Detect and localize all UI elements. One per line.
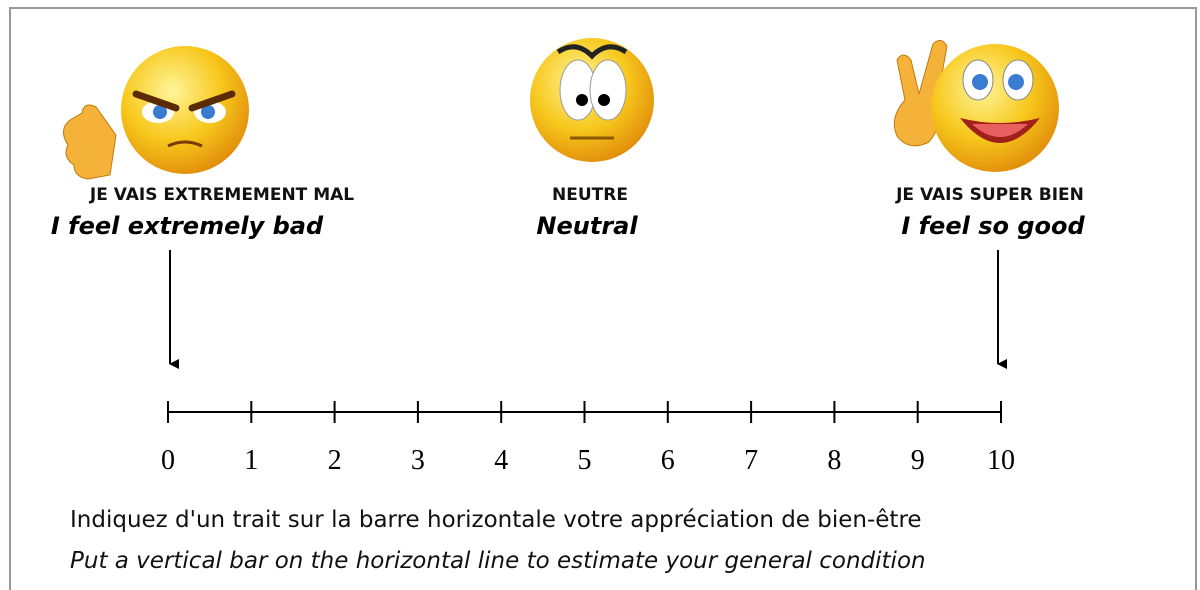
tick-label: 3 (411, 445, 425, 476)
tick-label: 5 (578, 445, 592, 476)
tick-label: 7 (744, 445, 758, 476)
frame (9, 7, 1197, 590)
anchor-label-fr: JE VAIS SUPER BIEN (895, 185, 1084, 205)
tick-label: 9 (911, 445, 925, 476)
tick-label: 10 (987, 445, 1015, 476)
anchor-label-en: I feel extremely bad (51, 212, 324, 240)
tick-label: 6 (661, 445, 675, 476)
emoji-bad (63, 46, 249, 180)
tick-label: 4 (494, 445, 508, 476)
anchor-label-en: I feel so good (901, 212, 1085, 240)
scale: 0 1 2 3 4 5 6 7 8 9 10 (161, 401, 1015, 476)
instruction-fr: Indiquez d'un trait sur la barre horizon… (70, 507, 922, 533)
tick-label: 2 (328, 445, 342, 476)
anchor-label-fr: NEUTRE (552, 185, 628, 205)
tick-label: 1 (244, 445, 258, 476)
anchor-label-en: Neutral (536, 212, 638, 240)
anchor-label-fr: JE VAIS EXTREMEMENT MAL (89, 185, 354, 205)
instruction-en: Put a vertical bar on the horizontal lin… (70, 548, 926, 574)
tick-label: 0 (161, 445, 175, 476)
tick-label: 8 (827, 445, 841, 476)
emoji-neutral (530, 38, 654, 162)
emoji-good (893, 40, 1059, 172)
